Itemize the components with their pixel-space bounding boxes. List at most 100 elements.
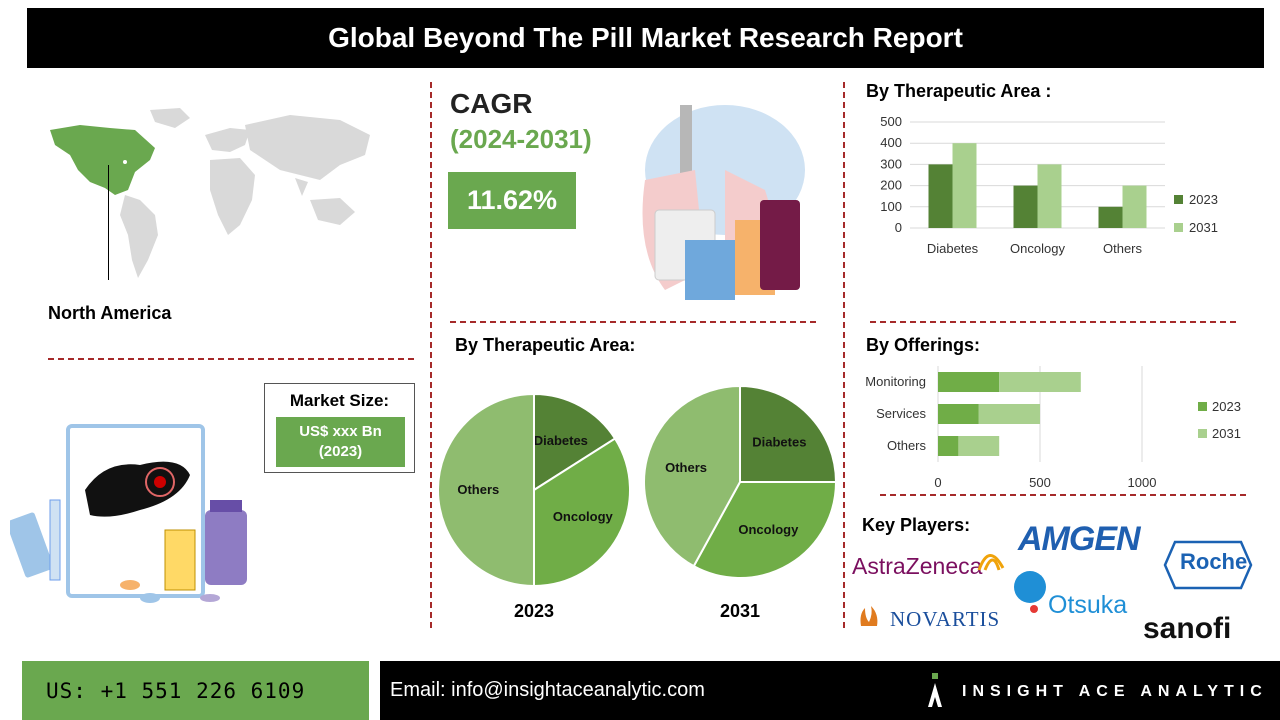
legend-swatch: [1198, 429, 1207, 438]
pie-charts: Diabetes Oncology Others 2023 Diabetes Oncolo…: [437, 384, 838, 621]
market-size-value: US$ xxx Bn (2023): [276, 417, 405, 467]
x-tick-label: Diabetes: [927, 241, 979, 256]
pie-slice-label: Oncology: [553, 509, 614, 524]
report-title-text: Global Beyond The Pill Market Research R…: [328, 22, 963, 53]
legend-label: 2023: [1189, 192, 1218, 207]
pie-slice-diabetes: [533, 392, 617, 492]
medicine-bottle-icon: [205, 510, 247, 585]
insight-ace-logo-icon: [928, 673, 942, 707]
market-size-value-line1: US$ xxx Bn: [299, 423, 382, 440]
roche-hexagon-icon: [1163, 540, 1253, 590]
y-tick-label: 100: [880, 199, 902, 214]
pie-slice-others: [643, 384, 741, 568]
x-tick-label: 1000: [1128, 475, 1157, 490]
pie-slice-label: Diabetes: [752, 435, 806, 450]
pill-bottle-icon: [164, 529, 196, 591]
pill-blister-icon: [10, 512, 54, 578]
bar-2023: [928, 164, 953, 228]
divider-right: [843, 82, 845, 628]
therapeutic-bar-chart: 0 100 200 300 400 500 Diabetes Oncology Others 20…: [880, 114, 1218, 256]
novartis-flame-icon: [860, 606, 878, 626]
world-map: [50, 108, 370, 278]
bar-2031: [958, 436, 1000, 456]
logo-roche: Roche: [1180, 549, 1248, 574]
syringe-icon: [49, 499, 61, 581]
market-size-title: Market Size:: [289, 391, 390, 410]
cagr-years: (2024-2031): [450, 124, 592, 154]
pie-slice-others: [437, 392, 535, 588]
divider-right-h2: [880, 494, 1246, 496]
x-tick-label: Others: [1103, 241, 1143, 256]
region-label: North America: [48, 303, 172, 323]
divider-mid-h: [450, 321, 816, 323]
cagr-value: 11.62%: [466, 185, 558, 215]
bar-2023: [1013, 185, 1038, 228]
pie-slice-label: Others: [457, 482, 499, 497]
y-tick-label: 300: [880, 156, 902, 171]
lungs-illustration: [642, 105, 805, 300]
map-marker: [123, 160, 127, 164]
syrup-bottle-icon: [760, 200, 800, 290]
inhaler-icon: [685, 240, 735, 300]
north-america-shape: [50, 125, 155, 195]
y-tick-label: Others: [887, 438, 927, 453]
x-tick-label: 500: [1029, 475, 1051, 490]
region-pointer: [108, 165, 109, 280]
legend-label: 2031: [1189, 220, 1218, 235]
logo-amgen: AMGEN: [1018, 520, 1141, 558]
otsuka-icon: [1014, 571, 1046, 613]
phone-text[interactable]: US: +1 551 226 6109: [46, 678, 306, 703]
market-size-box: Market Size: US$ xxx Bn (2023): [264, 383, 415, 473]
pie-section-title: By Therapeutic Area:: [455, 335, 636, 355]
report-title: Global Beyond The Pill Market Research R…: [27, 8, 1264, 68]
y-tick-label: 200: [880, 178, 902, 193]
bar-2031: [952, 143, 977, 228]
legend-label: 2031: [1212, 426, 1241, 441]
pie-slice-label: Diabetes: [534, 433, 588, 448]
bar-2031: [978, 404, 1040, 424]
bar-2031: [1122, 185, 1147, 228]
x-tick-label: 0: [934, 475, 941, 490]
cagr-label: CAGR: [450, 88, 533, 119]
divider-left-h: [48, 358, 414, 360]
bar-2023: [1098, 206, 1123, 228]
astrazeneca-swirl-icon: [977, 554, 1005, 571]
email-text[interactable]: Email: info@insightaceanalytic.com: [390, 679, 705, 701]
cagr-value-box: 11.62%: [448, 172, 576, 229]
bar-2031: [1037, 164, 1062, 228]
pie-slice-diabetes: [739, 384, 838, 483]
legend-swatch: [1198, 402, 1207, 411]
pancreas-icon: [85, 461, 190, 517]
pie-slice-oncology: [692, 481, 838, 579]
footer-contact-bar: Email: info@insightaceanalytic.com INSIG…: [380, 661, 1280, 720]
x-tick-label: Oncology: [1010, 241, 1065, 256]
y-tick-label: Services: [876, 406, 926, 421]
logo-novartis: NOVARTIS: [890, 607, 1001, 631]
market-size-value-line2: (2023): [318, 443, 363, 460]
divider-left: [430, 82, 432, 628]
legend-swatch: [1174, 223, 1183, 232]
bar-2023: [938, 372, 1000, 392]
key-players-title: Key Players:: [862, 515, 971, 535]
logo-otsuka: Otsuka: [1048, 591, 1128, 619]
y-tick-label: 0: [895, 220, 902, 235]
pie-slice-oncology: [533, 437, 631, 588]
offerings-section-title: By Offerings:: [866, 335, 981, 355]
bar-2023: [938, 436, 959, 456]
y-tick-label: 400: [880, 135, 902, 150]
legend-label: 2023: [1212, 399, 1241, 414]
offerings-bar-chart: 0 500 1000 Monitoring Services Others 2023 2031: [865, 366, 1241, 490]
pie-slice-label: Oncology: [738, 522, 799, 537]
footer-phone: US: +1 551 226 6109: [22, 661, 369, 720]
bar-2023: [938, 404, 979, 424]
logo-sanofi: sanofi: [1143, 612, 1232, 645]
pie-year-label: 2031: [720, 601, 760, 621]
bar-section-title: By Therapeutic Area :: [866, 81, 1052, 101]
y-tick-label: 500: [880, 114, 902, 129]
pie-slice-label: Others: [665, 460, 707, 475]
legend-swatch: [1174, 195, 1183, 204]
y-tick-label: Monitoring: [865, 374, 926, 389]
logo-astrazeneca: AstraZeneca: [852, 553, 983, 579]
bar-2031: [999, 372, 1081, 392]
divider-right-h1: [870, 321, 1236, 323]
